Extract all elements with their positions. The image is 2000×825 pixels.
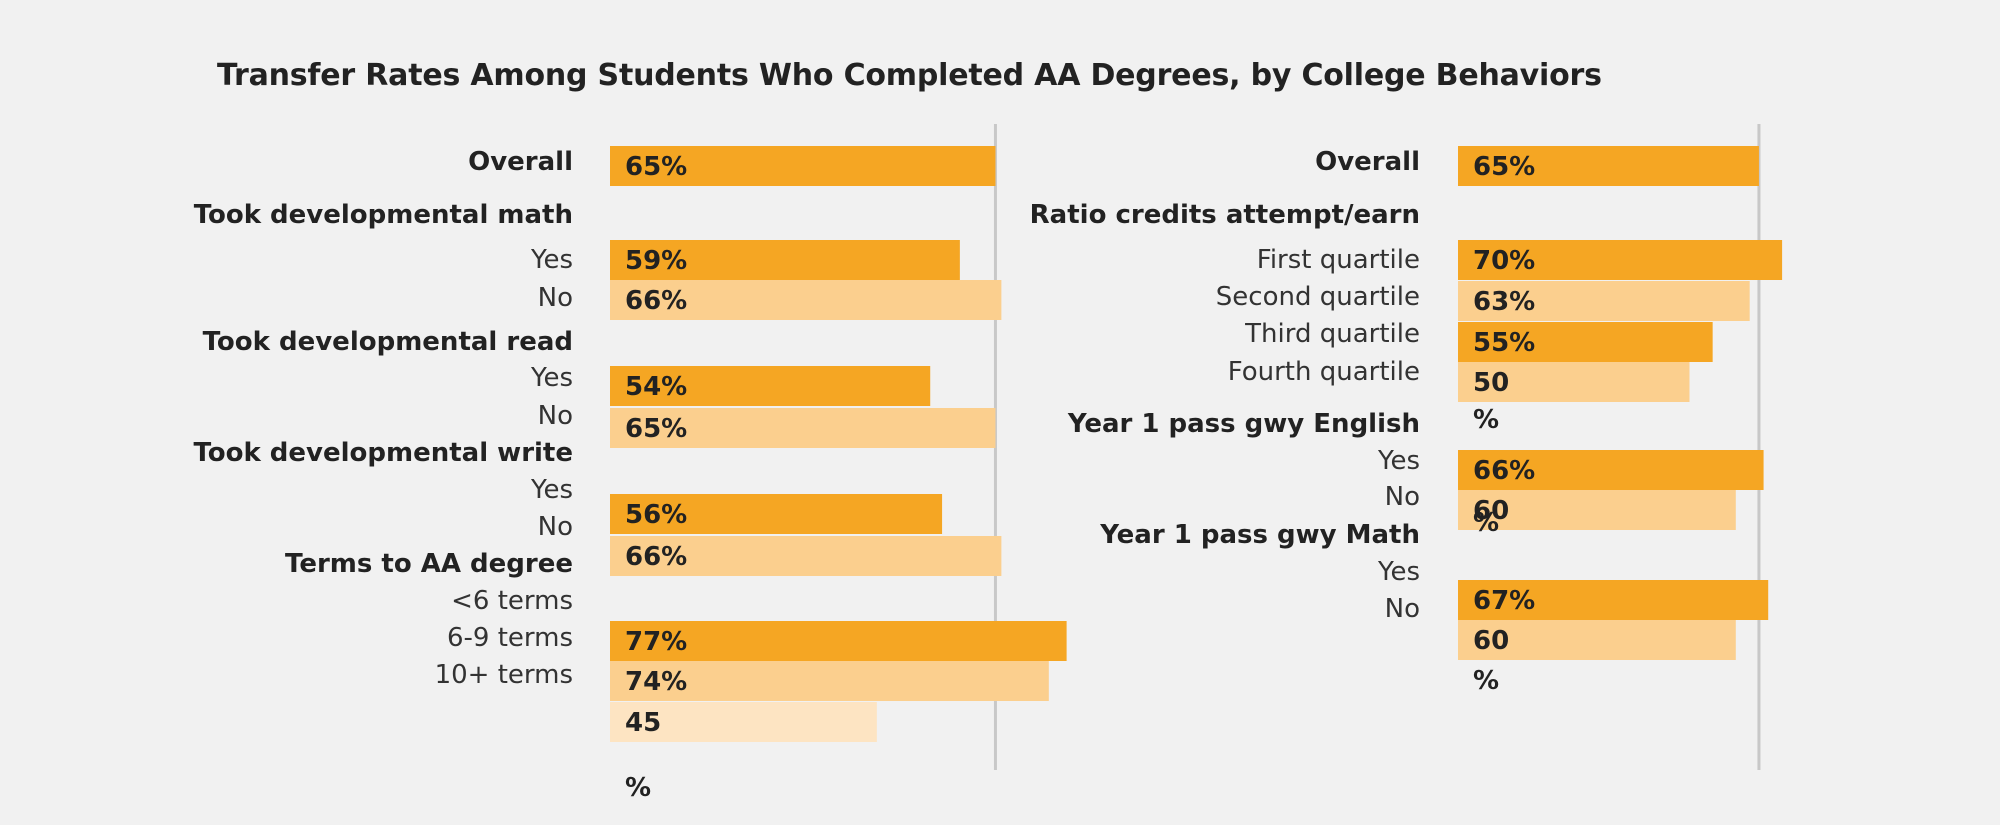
bar-value-label: 65%: [625, 414, 687, 444]
bar-value-label: 54%: [625, 372, 687, 402]
group-label: Took developmental write: [193, 438, 573, 468]
row-label: Yes: [530, 245, 573, 275]
bar: [1458, 580, 1769, 620]
row-label: 6-9 terms: [447, 623, 573, 653]
bar-value-label: 59%: [625, 246, 687, 276]
row-label: Fourth quartile: [1228, 357, 1420, 387]
group-label: Year 1 pass gwy Math: [1099, 520, 1420, 550]
bar-value-label: 65%: [625, 152, 687, 182]
bar: [1458, 490, 1736, 530]
group-label: Overall: [468, 147, 573, 177]
bar: [1458, 620, 1736, 660]
bar-value-label: 60: [1473, 626, 1509, 656]
bar-value-label: 77%: [625, 627, 687, 657]
bar-value-label: 70%: [1473, 246, 1535, 276]
bar-value-label: 50: [1473, 368, 1509, 398]
bar-value-label: 65%: [1473, 152, 1535, 182]
row-label: No: [538, 512, 573, 542]
bar-value-label: 56%: [625, 500, 687, 530]
row-label: No: [1385, 594, 1420, 624]
bar: [610, 661, 1049, 701]
group-label: Took developmental math: [194, 200, 573, 230]
bar: [610, 240, 960, 280]
bar: [1458, 146, 1759, 186]
percent-sign-label: %: [1473, 666, 1499, 696]
group-label: Year 1 pass gwy English: [1067, 409, 1420, 439]
group-label: Terms to AA degree: [285, 549, 573, 579]
percent-sign-label: %: [1473, 508, 1499, 538]
bar: [610, 702, 877, 742]
bar: [610, 146, 996, 186]
bar-value-label: 67%: [1473, 586, 1535, 616]
bar-value-label: 66%: [625, 542, 687, 572]
bar-value-label: 45: [625, 708, 661, 738]
bar-value-label: 66%: [625, 286, 687, 316]
row-label: Second quartile: [1216, 282, 1420, 312]
row-label: Yes: [1377, 557, 1420, 587]
bar-value-label: 60: [1473, 496, 1509, 526]
bar-value-label: 63%: [1473, 287, 1535, 317]
bar: [1458, 240, 1783, 280]
row-label: <6 terms: [451, 586, 573, 616]
bar: [1458, 322, 1713, 362]
chart-title: Transfer Rates Among Students Who Comple…: [217, 58, 1602, 93]
group-label: Ratio credits attempt/earn: [1030, 200, 1420, 230]
bar: [1458, 450, 1764, 490]
group-label: Overall: [1315, 147, 1420, 177]
row-label: No: [538, 401, 573, 431]
group-label: Took developmental read: [203, 327, 573, 357]
row-label: No: [538, 283, 573, 313]
bar: [1458, 281, 1750, 321]
row-label: Yes: [1377, 446, 1420, 476]
row-label: Yes: [530, 363, 573, 393]
row-label: First quartile: [1257, 245, 1420, 275]
bar: [610, 536, 1002, 576]
row-label: No: [1385, 482, 1420, 512]
row-label: Third quartile: [1244, 319, 1420, 349]
bar: [610, 408, 996, 448]
percent-sign-label: %: [625, 773, 651, 803]
bar: [610, 621, 1067, 661]
bar: [610, 280, 1002, 320]
bar-value-label: 55%: [1473, 328, 1535, 358]
bar: [610, 494, 943, 534]
bar: [610, 366, 931, 406]
row-label: 10+ terms: [435, 660, 573, 690]
bar: [1458, 362, 1690, 402]
row-label: Yes: [530, 475, 573, 505]
bar-value-label: 74%: [625, 667, 687, 697]
percent-sign-label: %: [1473, 405, 1499, 435]
bar-value-label: 66%: [1473, 456, 1535, 486]
